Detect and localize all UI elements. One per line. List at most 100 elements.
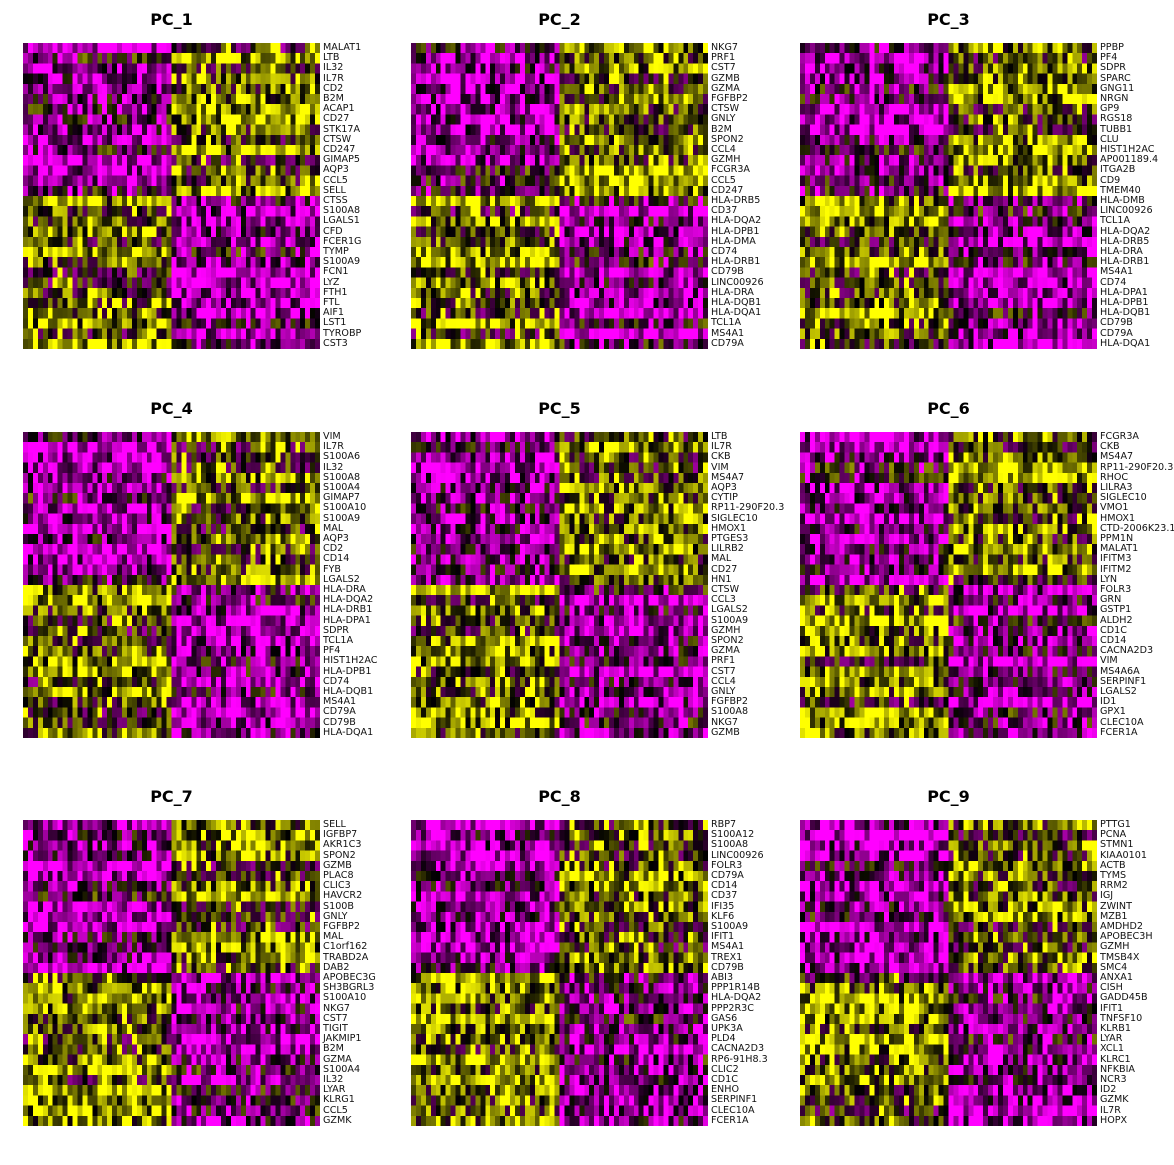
heatmap-cell: [1023, 237, 1028, 248]
heatmap-cell: [251, 84, 256, 95]
heatmap-cell: [127, 247, 132, 258]
heatmap-cell: [246, 186, 251, 197]
heatmap-cell: [107, 288, 112, 299]
heatmap-cell: [1052, 257, 1057, 268]
heatmap-cell: [266, 94, 271, 105]
heatmap-cell: [663, 318, 668, 329]
heatmap-cell: [58, 114, 63, 125]
heatmap-cell: [683, 308, 688, 319]
heatmap-cell: [555, 308, 560, 319]
heatmap-cell: [285, 206, 290, 217]
heatmap-cell: [1038, 176, 1043, 187]
heatmap-cell: [884, 43, 889, 54]
heatmap-cell: [614, 257, 619, 268]
heatmap-cell: [33, 53, 38, 64]
heatmap-cell: [805, 63, 810, 74]
heatmap-cell: [599, 125, 604, 136]
heatmap-cell: [43, 53, 48, 64]
heatmap-cell: [285, 196, 290, 207]
heatmap-cell: [461, 278, 466, 289]
heatmap-cell: [201, 278, 206, 289]
heatmap-cell: [23, 155, 28, 166]
heatmap-cell: [465, 186, 470, 197]
heatmap-cell: [137, 53, 142, 64]
heatmap-cell: [924, 186, 929, 197]
heatmap-cell: [1092, 206, 1097, 217]
heatmap-cell: [421, 53, 426, 64]
heatmap-cell: [500, 329, 505, 340]
heatmap-cell: [451, 267, 456, 278]
heatmap-cell: [53, 196, 58, 207]
heatmap-cell: [540, 206, 545, 217]
heatmap-cell: [241, 125, 246, 136]
heatmap-cell: [465, 135, 470, 146]
heatmap-cell: [485, 216, 490, 227]
heatmap-cell: [97, 288, 102, 299]
heatmap-cell: [634, 114, 639, 125]
heatmap-cell: [924, 227, 929, 238]
heatmap-cell: [465, 104, 470, 115]
heatmap-cell: [426, 298, 431, 309]
heatmap-cell: [480, 165, 485, 176]
heatmap-cell: [884, 247, 889, 258]
heatmap-cell: [1067, 155, 1072, 166]
heatmap-cell: [256, 339, 261, 349]
heatmap-cell: [176, 74, 181, 85]
heatmap-cell: [461, 155, 466, 166]
heatmap-cell: [825, 216, 830, 227]
heatmap-cell: [63, 165, 68, 176]
heatmap-cell: [201, 206, 206, 217]
heatmap-cell: [644, 94, 649, 105]
heatmap-cell: [275, 339, 280, 349]
heatmap-cell: [266, 74, 271, 85]
heatmap-cell: [206, 135, 211, 146]
heatmap-cell: [127, 94, 132, 105]
heatmap-cell: [874, 155, 879, 166]
heatmap-cell: [221, 63, 226, 74]
heatmap-cell: [500, 308, 505, 319]
heatmap-cell: [1043, 125, 1048, 136]
heatmap-cell: [698, 339, 703, 349]
heatmap-cell: [196, 74, 201, 85]
heatmap-cell: [555, 84, 560, 95]
heatmap-cell: [879, 94, 884, 105]
heatmap-cell: [470, 43, 475, 54]
heatmap-cell: [525, 196, 530, 207]
heatmap-cell: [949, 247, 954, 258]
heatmap-cell: [1008, 63, 1013, 74]
heatmap-cell: [147, 94, 152, 105]
heatmap-cell: [295, 165, 300, 176]
heatmap-cell: [973, 125, 978, 136]
heatmap-cell: [480, 104, 485, 115]
heatmap-cell: [629, 247, 634, 258]
heatmap-cell: [924, 216, 929, 227]
heatmap-cell: [805, 176, 810, 187]
heatmap-cell: [181, 145, 186, 156]
heatmap-cell: [574, 329, 579, 340]
heatmap-cell: [63, 278, 68, 289]
heatmap-cell: [929, 165, 934, 176]
heatmap-cell: [983, 216, 988, 227]
heatmap-cell: [77, 94, 82, 105]
heatmap-cell: [201, 257, 206, 268]
heatmap-cell: [953, 155, 958, 166]
heatmap-cell: [614, 165, 619, 176]
heatmap-cell: [1067, 237, 1072, 248]
heatmap-cell: [451, 104, 456, 115]
heatmap-cell: [201, 43, 206, 54]
heatmap-cell: [678, 206, 683, 217]
heatmap-cell: [256, 43, 261, 54]
heatmap-cell: [236, 155, 241, 166]
heatmap-cell: [545, 74, 550, 85]
heatmap-cell: [48, 145, 53, 156]
heatmap-cell: [97, 104, 102, 115]
heatmap-cell: [181, 63, 186, 74]
heatmap-cell: [290, 165, 295, 176]
heatmap-cell: [944, 206, 949, 217]
heatmap-cell: [411, 216, 416, 227]
heatmap-cell: [290, 145, 295, 156]
heatmap-cell: [579, 63, 584, 74]
heatmap-cell: [1003, 84, 1008, 95]
heatmap-cell: [68, 74, 73, 85]
heatmap-cell: [310, 257, 315, 268]
